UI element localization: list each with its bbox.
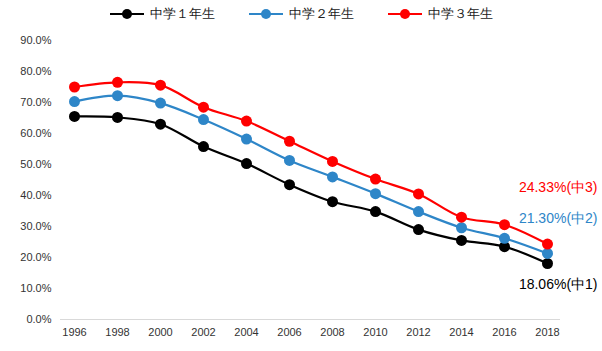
svg-text:40.0%: 40.0% xyxy=(20,189,51,201)
html-text:中学２年生: 中学２年生 xyxy=(288,6,354,21)
html-text:中学３年生: 中学３年生 xyxy=(427,6,493,21)
svg-text:1998: 1998 xyxy=(105,326,129,338)
svg-text:2012: 2012 xyxy=(406,326,430,338)
svg-text:18.06%(中1): 18.06%(中1) xyxy=(519,276,598,292)
svg-text:10.0%: 10.0% xyxy=(20,282,51,294)
svg-text:2000: 2000 xyxy=(148,326,172,338)
svg-text:2016: 2016 xyxy=(492,326,516,338)
svg-text:70.0%: 70.0% xyxy=(20,96,51,108)
svg-text:60.0%: 60.0% xyxy=(20,127,51,139)
svg-text:20.0%: 20.0% xyxy=(20,251,51,263)
svg-text:2006: 2006 xyxy=(277,326,301,338)
svg-text:90.0%: 90.0% xyxy=(20,34,51,46)
svg-text:1996: 1996 xyxy=(62,326,86,338)
svg-text:2010: 2010 xyxy=(363,326,387,338)
svg-text:30.0%: 30.0% xyxy=(20,220,51,232)
svg-text:2004: 2004 xyxy=(234,326,258,338)
svg-text:2008: 2008 xyxy=(320,326,344,338)
svg-text:50.0%: 50.0% xyxy=(20,158,51,170)
svg-text:2014: 2014 xyxy=(449,326,473,338)
svg-text:24.33%(中3): 24.33%(中3) xyxy=(519,179,598,195)
svg-text:0.0%: 0.0% xyxy=(26,313,51,325)
svg-text:80.0%: 80.0% xyxy=(20,65,51,77)
html-text:中学１年生: 中学１年生 xyxy=(149,6,215,21)
svg-text:2002: 2002 xyxy=(191,326,215,338)
svg-text:21.30%(中2): 21.30%(中2) xyxy=(519,210,598,226)
svg-text:2018: 2018 xyxy=(535,326,559,338)
